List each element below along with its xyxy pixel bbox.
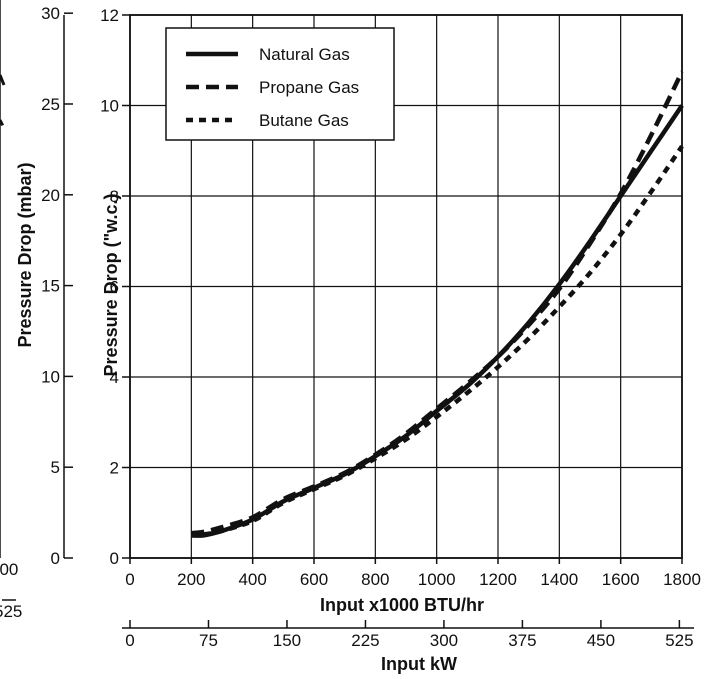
mbar-tick-label-5: 5 — [51, 458, 60, 477]
legend-label-propane-gas: Propane Gas — [259, 78, 359, 97]
kw-tick-label-525: 525 — [665, 631, 693, 650]
y-tick-label-12: 12 — [100, 6, 119, 25]
kw-axis: 0 75 150 225 300 375 450 525 — [122, 620, 694, 650]
secondary-y-axis: 0 5 10 15 20 25 30 — [41, 4, 73, 568]
x-tick-label-200: 200 — [177, 570, 205, 589]
mbar-tick-label-20: 20 — [41, 186, 60, 205]
left-panel-tick-525: 525 — [0, 602, 22, 621]
y-tick-label-4: 4 — [110, 368, 119, 387]
y-tick-label-0: 0 — [110, 549, 119, 568]
primary-axes: 0 200 400 600 800 1000 1200 1400 1600 1800 0 2 4 6 8 10… — [100, 6, 701, 589]
legend-label-natural-gas: Natural Gas — [259, 45, 350, 64]
legend: Natural Gas Propane Gas Butane Gas — [165, 27, 395, 141]
left-panel-tick-500: 500 — [0, 560, 18, 579]
left-panel-curve-fragment-1 — [0, 74, 6, 86]
x-tick-label-400: 400 — [238, 570, 266, 589]
kw-tick-label-450: 450 — [587, 631, 615, 650]
series-layer — [191, 70, 685, 538]
x-tick-label-600: 600 — [300, 570, 328, 589]
x-tick-label-1000: 1000 — [418, 570, 456, 589]
kw-axis-title: Input kW — [381, 654, 457, 674]
x-tick-label-800: 800 — [361, 570, 389, 589]
mbar-tick-label-25: 25 — [41, 95, 60, 114]
kw-tick-label-75: 75 — [199, 631, 218, 650]
legend-label-butane-gas: Butane Gas — [259, 111, 349, 130]
x-axis-title: Input x1000 BTU/hr — [320, 595, 484, 615]
series-line-propane-gas — [191, 70, 685, 536]
y-tick-label-10: 10 — [100, 97, 119, 116]
y-tick-label-2: 2 — [110, 459, 119, 478]
x-tick-label-0: 0 — [125, 570, 134, 589]
x-tick-label-1400: 1400 — [540, 570, 578, 589]
kw-tick-label-225: 225 — [351, 631, 379, 650]
mbar-tick-label-0: 0 — [51, 549, 60, 568]
mbar-tick-label-15: 15 — [41, 277, 60, 296]
kw-tick-label-375: 375 — [508, 631, 536, 650]
mbar-tick-label-10: 10 — [41, 367, 60, 386]
plot-frame — [129, 14, 683, 559]
x-tick-label-1600: 1600 — [602, 570, 640, 589]
kw-tick-label-150: 150 — [273, 631, 301, 650]
left-panel-curve-fragment-2 — [0, 119, 6, 129]
x-tick-label-1200: 1200 — [479, 570, 517, 589]
x-tick-label-1800: 1800 — [663, 570, 701, 589]
kw-tick-label-300: 300 — [430, 631, 458, 650]
kw-tick-label-0: 0 — [125, 631, 134, 650]
mbar-axis-title: Pressure Drop (mbar) — [15, 162, 35, 347]
y-axis-title: Pressure Drop ("w.c.) — [101, 194, 121, 377]
y-tick-label-6: 6 — [110, 278, 119, 297]
y-tick-label-8: 8 — [110, 187, 119, 206]
left-panel-fragment: 500 525 — [0, 0, 22, 621]
mbar-tick-label-30: 30 — [41, 4, 60, 23]
